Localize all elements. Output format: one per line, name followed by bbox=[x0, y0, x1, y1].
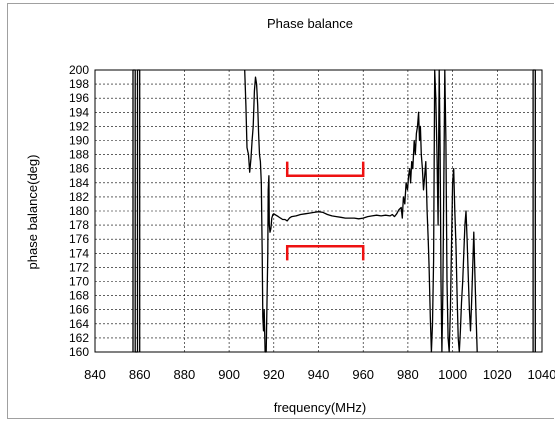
y-tick-label: 166 bbox=[69, 303, 89, 317]
x-tick-label: 860 bbox=[129, 367, 151, 382]
x-tick-label: 960 bbox=[352, 367, 374, 382]
y-tick-label: 198 bbox=[69, 77, 89, 91]
x-axis-label: frequency(MHz) bbox=[274, 400, 366, 415]
y-tick-label: 178 bbox=[69, 218, 89, 232]
chart-title: Phase balance bbox=[267, 16, 353, 31]
x-tick-label: 980 bbox=[397, 367, 419, 382]
y-tick-label: 184 bbox=[69, 176, 89, 190]
y-tick-label: 182 bbox=[69, 190, 89, 204]
y-tick-label: 196 bbox=[69, 91, 89, 105]
x-tick-label: 840 bbox=[84, 367, 106, 382]
chart-frame bbox=[7, 3, 554, 419]
x-tick-label: 880 bbox=[174, 367, 196, 382]
y-tick-label: 192 bbox=[69, 119, 89, 133]
y-tick-label: 176 bbox=[69, 232, 89, 246]
y-tick-label: 164 bbox=[69, 317, 89, 331]
plot-area-border bbox=[94, 69, 543, 353]
y-tick-label: 174 bbox=[69, 246, 89, 260]
x-tick-label: 1000 bbox=[438, 367, 467, 382]
y-tick-label: 180 bbox=[69, 204, 89, 218]
upper-limit-bracket bbox=[285, 161, 365, 177]
spec-limits bbox=[285, 161, 365, 261]
y-tick-label: 190 bbox=[69, 134, 89, 148]
y-tick-label: 188 bbox=[69, 148, 89, 162]
y-tick-label: 168 bbox=[69, 289, 89, 303]
series-layer bbox=[132, 69, 536, 353]
y-tick-label: 186 bbox=[69, 162, 89, 176]
x-tick-label: 1040 bbox=[528, 367, 555, 382]
y-tick-label: 162 bbox=[69, 331, 89, 345]
series-line bbox=[532, 69, 536, 352]
y-tick-label: 172 bbox=[69, 260, 89, 274]
x-tick-label: 920 bbox=[263, 367, 285, 382]
y-axis-label: phase balance(deg) bbox=[25, 155, 40, 270]
y-tick-label: 160 bbox=[69, 345, 89, 359]
series-line bbox=[244, 69, 478, 353]
lower-limit-bracket bbox=[285, 245, 365, 261]
y-tick-label: 194 bbox=[69, 105, 89, 119]
x-tick-label: 940 bbox=[308, 367, 330, 382]
x-tick-label: 900 bbox=[218, 367, 240, 382]
y-tick-label: 170 bbox=[69, 275, 89, 289]
y-tick-labels: 1601621641661681701721741761781801821841… bbox=[69, 63, 89, 359]
grid bbox=[94, 69, 543, 353]
x-tick-labels: 840 860 880 900 920 940 960 980 1000 1020 1040 bbox=[84, 367, 555, 382]
y-tick-label: 200 bbox=[69, 63, 89, 77]
x-tick-label: 1020 bbox=[483, 367, 512, 382]
